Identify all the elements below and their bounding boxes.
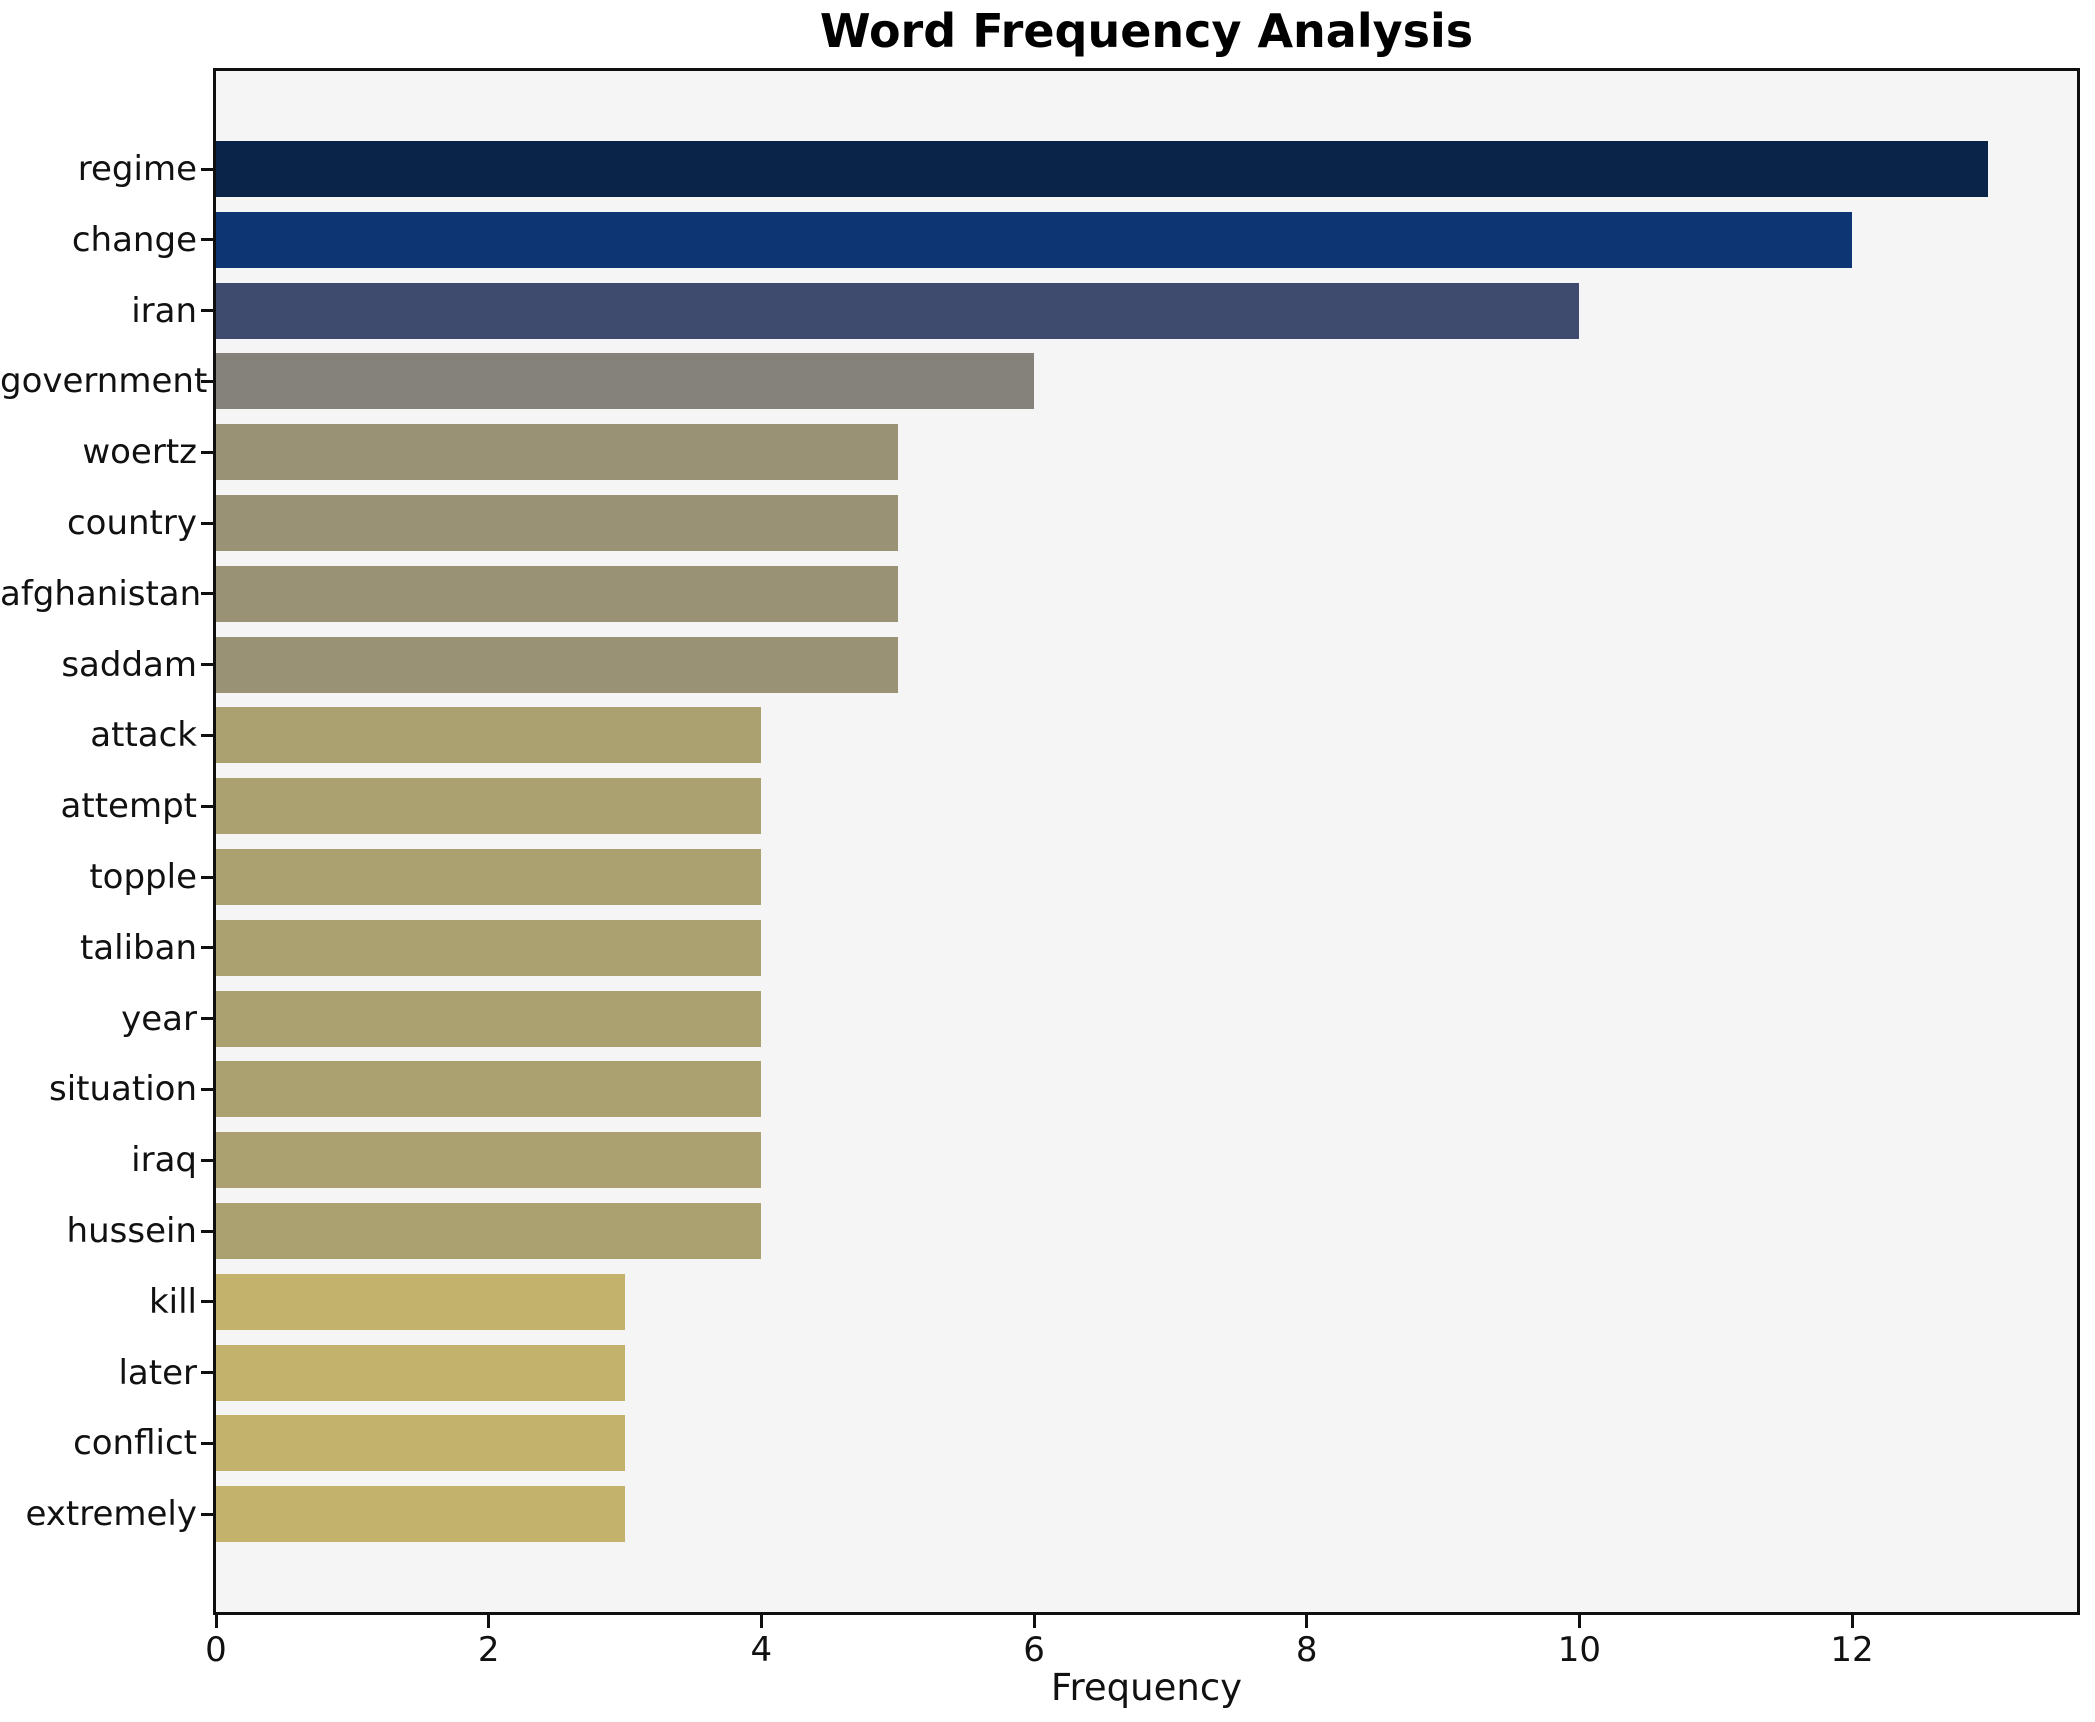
y-tick-label-country: country [66,503,197,543]
y-tick-label-regime: regime [77,149,197,189]
y-tick-label-woertz: woertz [82,432,197,473]
bar-iraq [216,1132,762,1189]
y-tick-label-later: later [118,1352,197,1393]
bar-saddam [216,636,898,693]
y-tick-mark [201,238,213,242]
y-tick-label-attempt: attempt [60,786,197,827]
x-tick-label-8: 8 [1295,1630,1318,1670]
bar-iran [216,282,1580,339]
bar-kill [216,1273,625,1330]
y-tick-mark [201,875,213,879]
y-tick-mark [201,379,213,383]
bar-attempt [216,778,762,835]
y-tick-label-attack: attack [90,715,197,756]
y-tick-label-iran: iran [131,290,197,331]
y-tick-label-government: government [0,361,208,402]
y-tick-label-year: year [121,998,197,1039]
y-tick-mark [201,1158,213,1162]
chart-title: Word Frequency Analysis [819,4,1474,58]
y-tick-mark [201,1441,213,1445]
bar-later [216,1344,625,1401]
x-tick-mark [759,1615,763,1628]
y-tick-label-saddam: saddam [61,644,197,685]
x-tick-label-2: 2 [477,1630,500,1670]
y-tick-mark [201,804,213,808]
bar-year [216,990,762,1047]
bar-taliban [216,919,762,976]
bar-attack [216,707,762,764]
y-tick-label-extremely: extremely [25,1494,197,1535]
x-axis-label: Frequency [1050,1666,1243,1709]
y-tick-mark [201,663,213,667]
bar-hussein [216,1203,762,1259]
x-tick-label-4: 4 [750,1630,773,1670]
y-tick-mark [201,1512,213,1516]
y-tick-mark [201,1017,213,1021]
y-tick-mark [201,1087,213,1091]
plot-area [213,68,2080,1615]
x-tick-label-10: 10 [1557,1630,1601,1670]
x-tick-mark [1577,1615,1581,1628]
y-tick-mark [201,733,213,737]
y-tick-mark [201,309,213,313]
y-tick-mark [201,167,213,171]
bar-extremely [216,1486,625,1543]
bar-situation [216,1061,762,1118]
bar-country [216,495,898,551]
bar-change [216,211,1853,268]
x-tick-mark [1305,1615,1309,1628]
y-tick-mark [201,946,213,950]
x-tick-mark [1850,1615,1854,1628]
y-tick-label-hussein: hussein [66,1211,197,1251]
y-tick-mark [201,592,213,596]
y-tick-mark [201,1371,213,1375]
x-tick-label-12: 12 [1830,1630,1874,1670]
bar-afghanistan [216,565,898,622]
bar-regime [216,141,1989,197]
x-tick-label-0: 0 [205,1630,227,1670]
y-tick-mark [201,1229,213,1233]
bar-conflict [216,1415,625,1472]
y-tick-label-iraq: iraq [131,1140,197,1181]
y-tick-mark [201,521,213,525]
y-tick-mark [201,1300,213,1304]
bar-government [216,353,1035,410]
bar-topple [216,849,762,905]
y-tick-label-kill: kill [148,1281,197,1322]
y-tick-label-conflict: conflict [73,1423,197,1464]
bar-woertz [216,424,898,481]
y-tick-label-topple: topple [89,857,197,897]
y-tick-label-afghanistan: afghanistan [0,573,202,614]
y-tick-mark [201,450,213,454]
x-tick-mark [214,1615,218,1628]
y-tick-label-change: change [71,219,197,260]
x-tick-label-6: 6 [1023,1630,1045,1670]
y-tick-label-taliban: taliban [79,927,197,968]
y-tick-label-situation: situation [48,1069,197,1110]
x-tick-mark [1032,1615,1036,1628]
x-tick-mark [487,1615,491,1628]
